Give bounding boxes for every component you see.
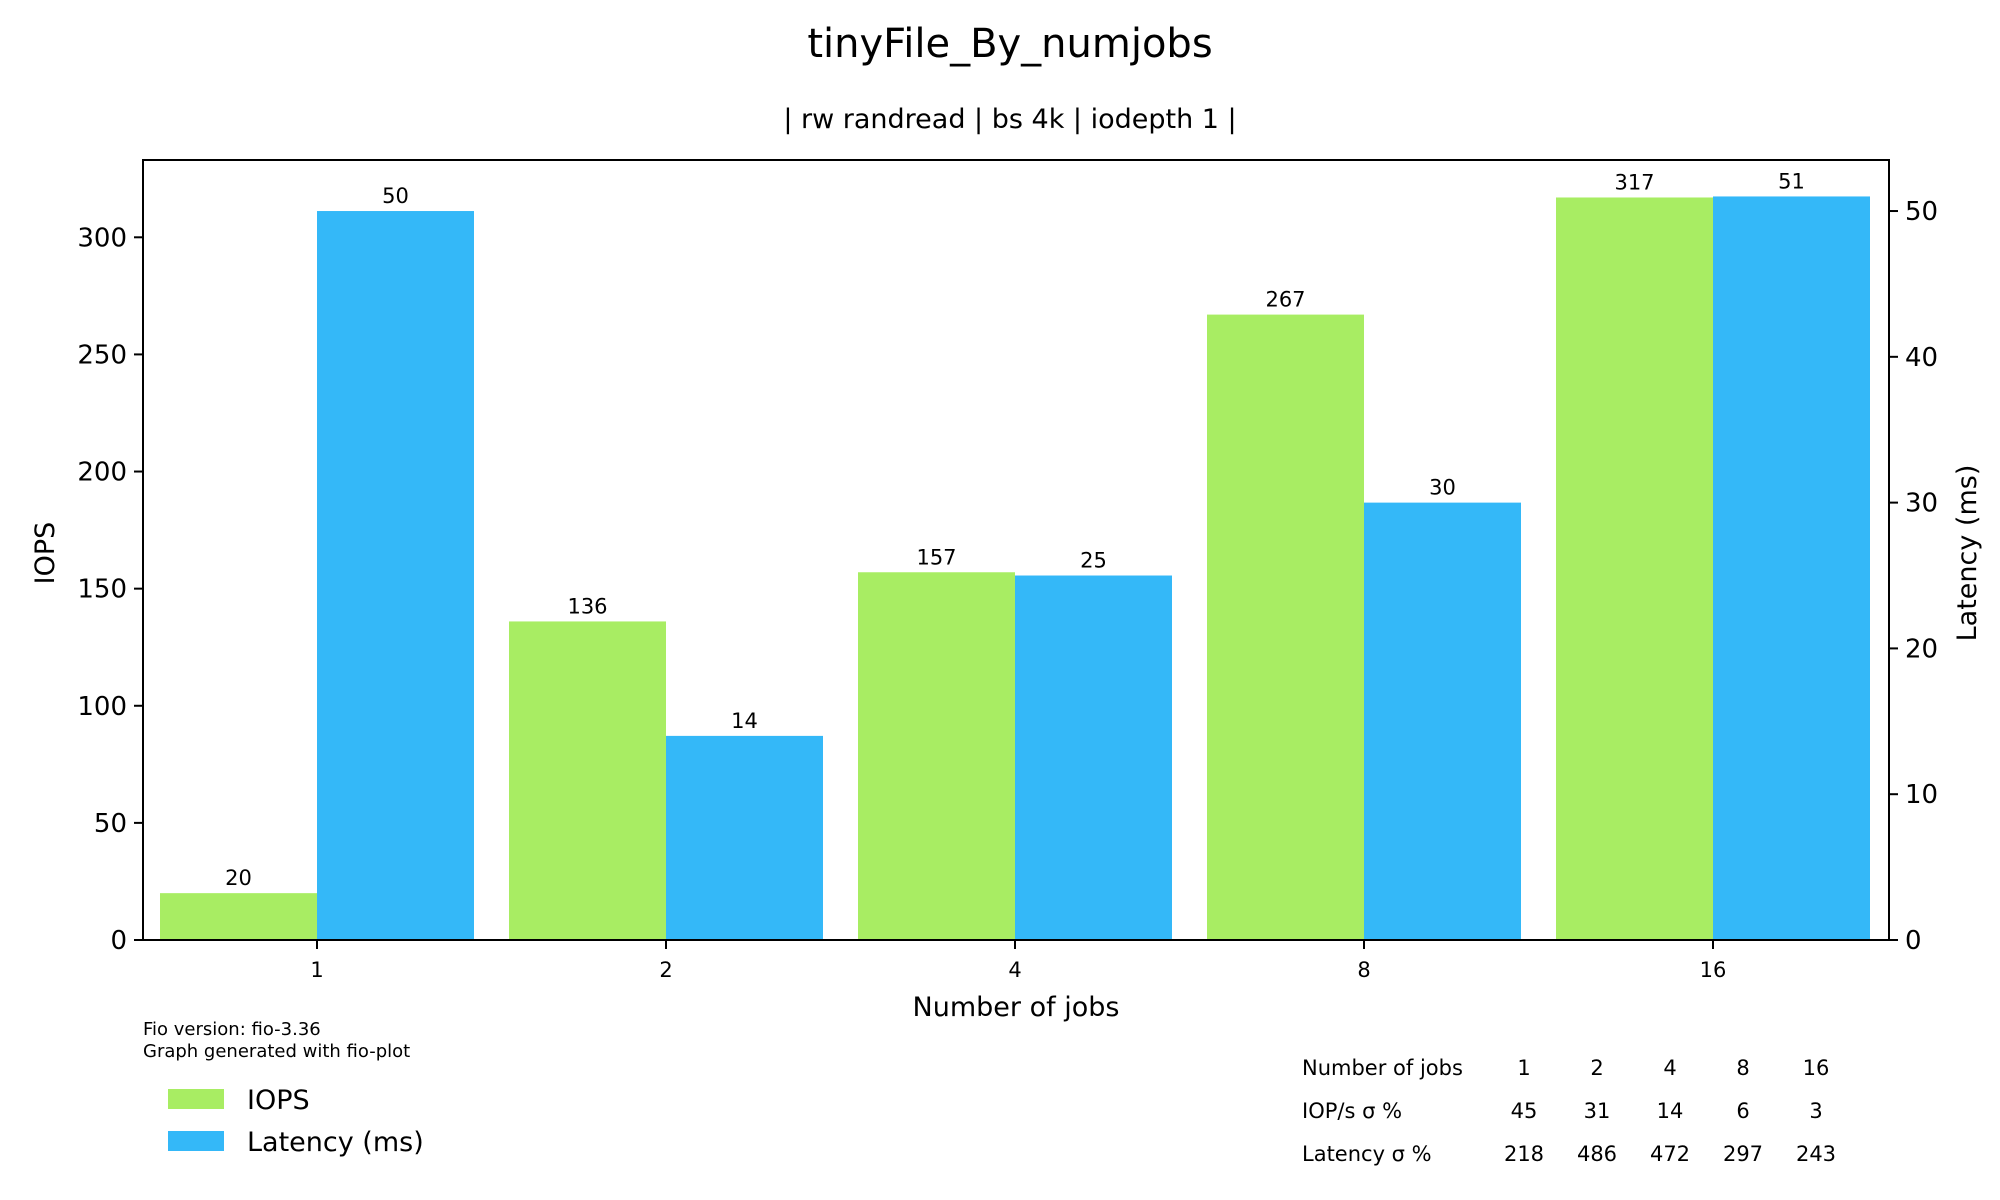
x-tick-label: 8	[1357, 958, 1370, 982]
bar-latency-1	[317, 211, 474, 941]
y-axis-label: IOPS	[30, 522, 61, 585]
y-tick-label: 150	[77, 575, 127, 605]
x-tick-label: 4	[1008, 958, 1021, 982]
y-tick-label: 300	[77, 223, 127, 253]
stats-cell: 3	[1809, 1099, 1822, 1123]
y-tick-label: 200	[77, 458, 127, 488]
stats-cell: 218	[1504, 1142, 1544, 1166]
y-tick-label: 0	[110, 926, 127, 956]
bar-label-iops-8: 267	[1265, 288, 1305, 312]
bar-label-latency-8: 30	[1429, 476, 1456, 500]
y-tick-label: 100	[77, 692, 127, 722]
chart-title: tinyFile_By_numjobs	[807, 21, 1212, 67]
y2-axis: 0 10 20 30 40 50	[1889, 197, 1938, 956]
y2-tick-label: 30	[1905, 489, 1938, 519]
stats-cell: 4	[1663, 1056, 1676, 1080]
legend-label-iops: IOPS	[247, 1085, 310, 1116]
stats-cell: 16	[1803, 1056, 1830, 1080]
y2-axis-label: Latency (ms)	[1952, 465, 1983, 642]
x-tick-label: 2	[659, 958, 672, 982]
stats-row-label: Latency σ %	[1302, 1142, 1432, 1166]
bar-label-iops-4: 157	[916, 545, 956, 569]
x-tick-label: 1	[310, 958, 323, 982]
x-axis-label: Number of jobs	[913, 992, 1120, 1023]
bar-label-iops-16: 317	[1614, 170, 1654, 194]
stats-cell: 472	[1650, 1142, 1690, 1166]
bar-iops-2	[509, 621, 666, 940]
bar-iops-8	[1207, 314, 1364, 940]
bar-latency-2	[666, 735, 823, 940]
legend-swatch-iops	[168, 1089, 224, 1109]
stats-row-label: IOP/s σ %	[1302, 1099, 1402, 1123]
bar-iops-4	[858, 572, 1015, 940]
stats-table: Number of jobs 1 2 4 8 16 IOP/s σ % 45 3…	[1302, 1056, 1836, 1166]
bars-layer	[160, 196, 1870, 941]
legend-label-latency: Latency (ms)	[247, 1127, 424, 1158]
bar-label-latency-2: 14	[731, 709, 758, 733]
y2-tick-label: 0	[1905, 926, 1922, 956]
stats-row-label: Number of jobs	[1302, 1056, 1463, 1080]
chart-subtitle: | rw randread | bs 4k | iodepth 1 |	[783, 104, 1236, 135]
stats-cell: 243	[1796, 1142, 1836, 1166]
y2-tick-label: 20	[1905, 634, 1938, 664]
bar-latency-16	[1713, 196, 1870, 940]
bar-label-latency-16: 51	[1778, 169, 1805, 193]
stats-cell: 297	[1723, 1142, 1763, 1166]
legend: IOPS Latency (ms)	[168, 1085, 424, 1158]
stats-cell: 31	[1584, 1099, 1611, 1123]
y2-tick-label: 10	[1905, 780, 1938, 810]
footnote-version: Fio version: fio-3.36	[143, 1019, 321, 1040]
bar-iops-1	[160, 893, 317, 940]
bar-label-iops-2: 136	[567, 594, 607, 618]
bar-latency-8	[1364, 502, 1521, 940]
bar-latency-4	[1015, 575, 1172, 940]
y2-tick-label: 50	[1905, 197, 1938, 227]
x-tick-label: 16	[1700, 958, 1727, 982]
y-axis: 0 50 100 150 200 250 300	[77, 223, 143, 956]
bar-iops-16	[1556, 197, 1713, 940]
stats-cell: 1	[1517, 1056, 1530, 1080]
stats-cell: 45	[1511, 1099, 1538, 1123]
stats-cell: 2	[1590, 1056, 1603, 1080]
stats-cell: 486	[1577, 1142, 1617, 1166]
bar-label-iops-1: 20	[225, 866, 252, 890]
stats-cell: 6	[1736, 1099, 1749, 1123]
stats-cell: 8	[1736, 1056, 1749, 1080]
x-axis: 1 2 4 8 16	[310, 940, 1726, 982]
stats-cell: 14	[1657, 1099, 1684, 1123]
y-tick-label: 50	[94, 809, 127, 839]
legend-swatch-latency	[168, 1131, 224, 1151]
y-tick-label: 250	[77, 340, 127, 370]
footnote-generator: Graph generated with fio-plot	[143, 1041, 410, 1062]
bar-label-latency-4: 25	[1080, 549, 1107, 573]
bar-label-latency-1: 50	[382, 184, 409, 208]
bar-labels-layer: 20 50 136 14 157 25 267 30 317 51	[225, 169, 1805, 890]
y2-tick-label: 40	[1905, 343, 1938, 373]
